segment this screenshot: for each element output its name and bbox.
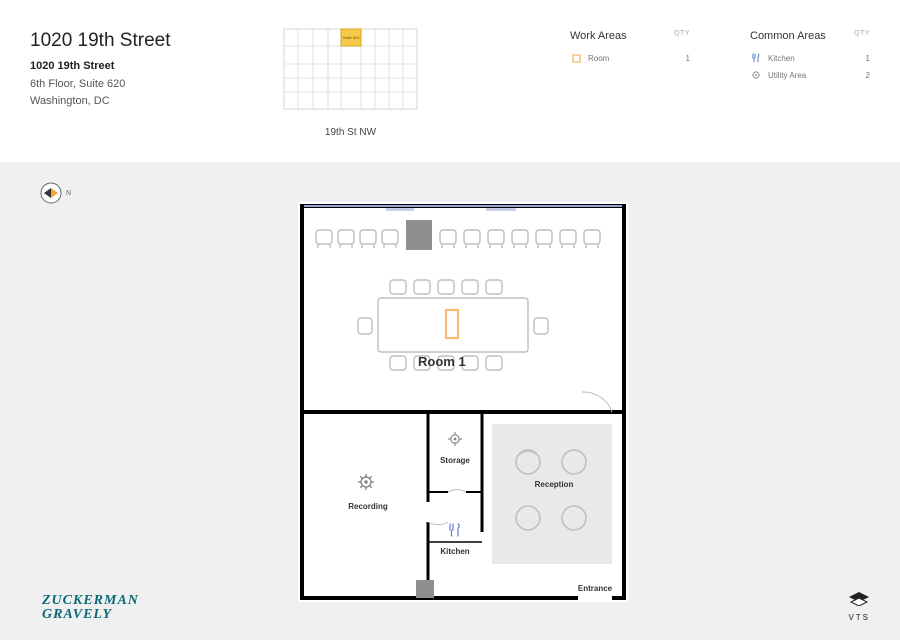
area-row: Kitchen 1 bbox=[750, 52, 870, 64]
storage-label: Storage bbox=[432, 456, 478, 465]
floorplan-svg bbox=[298, 202, 628, 602]
vts-text: VTS bbox=[848, 613, 870, 622]
area-row: Room 1 bbox=[570, 52, 690, 64]
common-qty-label: QTY bbox=[854, 30, 870, 42]
gear-icon bbox=[358, 474, 374, 490]
compass-n-label: N bbox=[66, 190, 71, 197]
room-icon bbox=[570, 52, 582, 64]
address-line-3: Washington, DC bbox=[30, 93, 171, 110]
address-line-2: 6th Floor, Suite 620 bbox=[30, 76, 171, 93]
building-thumbnail: Suite 620 19th St NW bbox=[283, 28, 418, 138]
title-block: 1020 19th Street 1020 19th Street 6th Fl… bbox=[30, 30, 171, 109]
compass: N bbox=[40, 182, 71, 204]
vts-logo: VTS bbox=[848, 592, 870, 622]
page-title: 1020 19th Street bbox=[30, 30, 171, 52]
kitchen-label: Kitchen bbox=[432, 547, 478, 556]
compass-icon bbox=[40, 182, 62, 204]
area-row-label: Room bbox=[588, 54, 674, 63]
header: 1020 19th Street 1020 19th Street 6th Fl… bbox=[0, 0, 900, 162]
recording-label: Recording bbox=[338, 502, 398, 511]
common-areas-column: Common Areas QTY Kitchen 1 Utility Area … bbox=[750, 30, 870, 86]
vts-icon bbox=[849, 592, 869, 606]
work-areas-title: Work Areas bbox=[570, 30, 627, 42]
area-row-qty: 1 bbox=[854, 54, 870, 63]
area-row-label: Kitchen bbox=[768, 54, 854, 63]
area-row-label: Utility Area bbox=[768, 71, 854, 80]
kitchen-icon bbox=[750, 52, 762, 64]
zg-line2: GRAVELY bbox=[42, 608, 139, 622]
entrance-label: Entrance bbox=[570, 584, 620, 593]
floorplan: Room 1 Recording Storage Reception Kitch… bbox=[298, 202, 628, 602]
areas-summary: Work Areas QTY Room 1 Common Areas QTY K… bbox=[570, 30, 870, 86]
zg-line1: ZUCKERMAN bbox=[42, 594, 139, 608]
thumbnail-label: 19th St NW bbox=[283, 127, 418, 138]
area-row: Utility Area 2 bbox=[750, 69, 870, 81]
thumbnail-svg: Suite 620 bbox=[283, 28, 418, 123]
suite-tag: Suite 620 bbox=[343, 35, 361, 40]
zuckerman-gravely-logo: ZUCKERMAN GRAVELY bbox=[42, 594, 139, 622]
work-areas-column: Work Areas QTY Room 1 bbox=[570, 30, 690, 86]
address-title: 1020 19th Street bbox=[30, 60, 171, 72]
floorplan-canvas: N bbox=[0, 162, 900, 640]
reception-label: Reception bbox=[524, 480, 584, 489]
common-areas-title: Common Areas bbox=[750, 30, 826, 42]
utility-icon bbox=[750, 69, 762, 81]
room1-label: Room 1 bbox=[418, 354, 466, 369]
area-row-qty: 1 bbox=[674, 54, 690, 63]
area-row-qty: 2 bbox=[854, 71, 870, 80]
work-qty-label: QTY bbox=[674, 30, 690, 42]
